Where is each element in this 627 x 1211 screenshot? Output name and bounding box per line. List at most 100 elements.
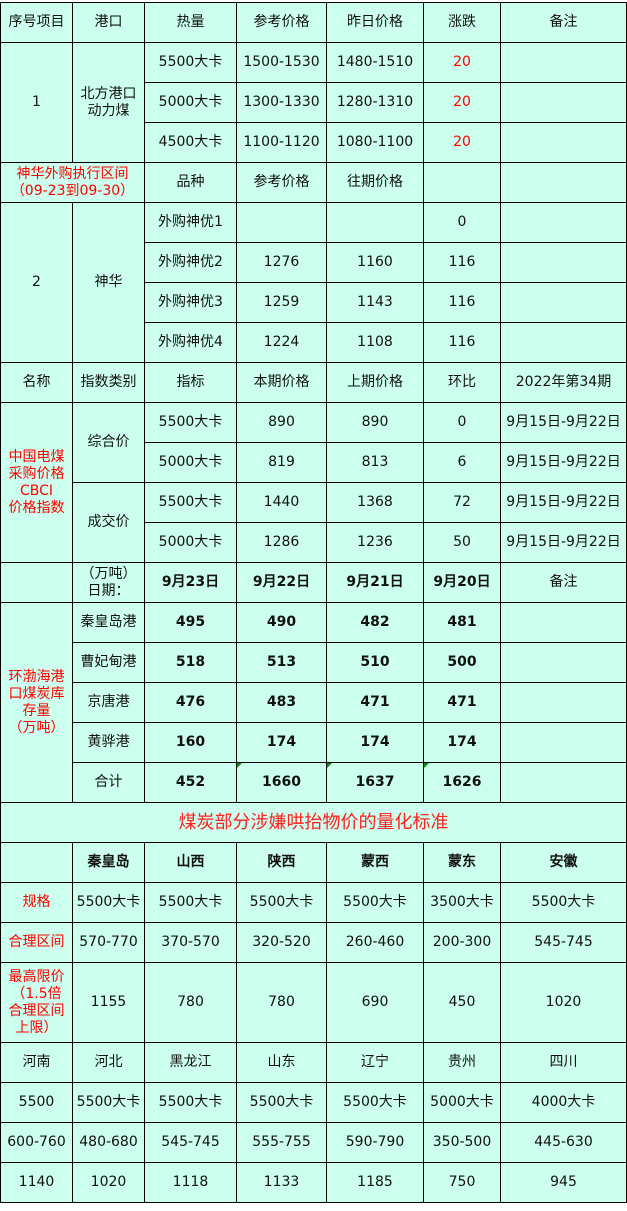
cell: 5000大卡	[144, 442, 237, 483]
remark-header: 备注	[500, 562, 627, 603]
cell: 780	[144, 962, 237, 1043]
cell: 483	[236, 682, 327, 723]
region-header: 河北	[72, 1042, 145, 1083]
shenhua-range-label: 神华外购执行区间 （09-23到09-30）	[0, 162, 145, 203]
spec-row-2: 5500 5500大卡 5500大卡 5500大卡 5500大卡 5000大卡 …	[0, 1082, 627, 1123]
table-row: 外购神优2 1276 1160 116	[1, 242, 627, 283]
cbci-label: 中国电煤 采购价格 CBCI 价格指数	[0, 402, 73, 563]
formula-marker-icon	[424, 763, 429, 768]
header-cell: 涨跌	[423, 2, 501, 43]
cell: 750	[423, 1162, 501, 1203]
cell: 1368	[326, 482, 424, 523]
table-row: 5000大卡 1300-1330 1280-1310 20	[1, 82, 627, 123]
region-header: 黑龙江	[144, 1042, 237, 1083]
cell: 600-760	[0, 1122, 73, 1163]
cell: 5500大卡	[72, 1082, 145, 1123]
cell-value: 1626	[442, 774, 482, 790]
header-cell: 港口	[72, 2, 145, 43]
remark-cell	[500, 122, 627, 163]
spec-label: 规格	[0, 882, 73, 923]
cell: 5500大卡	[144, 402, 237, 443]
remark-cell	[500, 242, 627, 283]
cell: 1259	[236, 282, 327, 323]
cell-value: 1660	[262, 774, 301, 790]
cell	[236, 202, 327, 243]
port-name: 北方港口 动力煤	[72, 42, 145, 163]
period-cell: 9月15日-9月22日	[500, 522, 627, 563]
remark-cell	[500, 42, 627, 83]
cell: 1108	[326, 322, 424, 363]
change-cell: 20	[423, 122, 501, 163]
header-cell: 名称	[0, 362, 73, 403]
header-cell: 往期价格	[326, 162, 424, 203]
cell: 1276	[236, 242, 327, 283]
header-cell: 指数类别	[72, 362, 145, 403]
total-label: 合计	[72, 762, 145, 803]
cell: 320-520	[236, 922, 327, 963]
cell: 370-570	[144, 922, 237, 963]
cell: 外购神优3	[144, 282, 237, 323]
cell: 471	[423, 682, 501, 723]
standards-title-row: 煤炭部分涉嫌哄抬物价的量化标准	[0, 802, 627, 843]
region-header: 山东	[236, 1042, 327, 1083]
cell: 482	[326, 602, 424, 643]
cell	[0, 562, 73, 603]
cell: 495	[144, 602, 237, 643]
port-name: 京唐港	[72, 682, 145, 723]
cell	[500, 162, 627, 203]
header-cell: 环比	[423, 362, 501, 403]
table-row: 环渤海港 口煤炭库 存量 （万吨） 秦皇岛港 495 490 482 481	[0, 602, 627, 803]
cell: 445-630	[500, 1122, 627, 1163]
item-number: 1	[0, 42, 73, 163]
table-row: 2 神华 外购神优1 0	[0, 202, 627, 363]
cell: 116	[423, 282, 501, 323]
cell: 471	[326, 682, 424, 723]
stock-label: 环渤海港 口煤炭库 存量 （万吨）	[0, 602, 73, 803]
cell: 1118	[144, 1162, 237, 1203]
cell: 160	[144, 722, 237, 763]
cell: 590-790	[326, 1122, 424, 1163]
cell: 5500大卡	[326, 882, 424, 923]
region-header-row: 秦皇岛 山西 陕西 蒙西 蒙东 安徽	[0, 842, 627, 883]
remark-cell	[500, 282, 627, 323]
cell: 890	[236, 402, 327, 443]
cell: 0	[423, 202, 501, 243]
formula-marker-icon	[327, 763, 332, 768]
cell: 490	[236, 602, 327, 643]
period-cell: 9月15日-9月22日	[500, 442, 627, 483]
region-header: 蒙西	[326, 842, 424, 883]
port-name: 黄骅港	[72, 722, 145, 763]
header-cell: 备注	[500, 2, 627, 43]
cell: 1236	[326, 522, 424, 563]
cell: 476	[144, 682, 237, 723]
cell: 945	[500, 1162, 627, 1203]
cell: 690	[326, 962, 424, 1043]
cell: 1286	[236, 522, 327, 563]
spec-row: 规格 5500大卡 5500大卡 5500大卡 5500大卡 3500大卡 55…	[0, 882, 627, 923]
header-cell: 参考价格	[236, 2, 327, 43]
region-header: 河南	[0, 1042, 73, 1083]
cell: 5500大卡	[236, 882, 327, 923]
cell: 545-745	[144, 1122, 237, 1163]
header-cell: 指标	[144, 362, 237, 403]
cell: 1160	[326, 242, 424, 283]
cell: 6	[423, 442, 501, 483]
cell: 5500大卡	[144, 482, 237, 523]
remark-cell	[500, 82, 627, 123]
cell: 174	[236, 722, 327, 763]
header-row: 序号项目 港口 热量 参考价格 昨日价格 涨跌 备注	[0, 2, 627, 43]
cell: 5000大卡	[144, 82, 237, 123]
cell: 4500大卡	[144, 122, 237, 163]
table-row: 外购神优3 1259 1143 116	[1, 282, 627, 323]
index-type: 综合价	[72, 402, 145, 483]
date-header: 9月20日	[423, 562, 501, 603]
cell: 1020	[500, 962, 627, 1043]
region-header: 辽宁	[326, 1042, 424, 1083]
cell: 外购神优4	[144, 322, 237, 363]
cell: 480-680	[72, 1122, 145, 1163]
cell: 1143	[326, 282, 424, 323]
change-cell: 20	[423, 82, 501, 123]
cell: 5000大卡	[423, 1082, 501, 1123]
remark-cell	[500, 602, 627, 643]
region-header: 蒙东	[423, 842, 501, 883]
